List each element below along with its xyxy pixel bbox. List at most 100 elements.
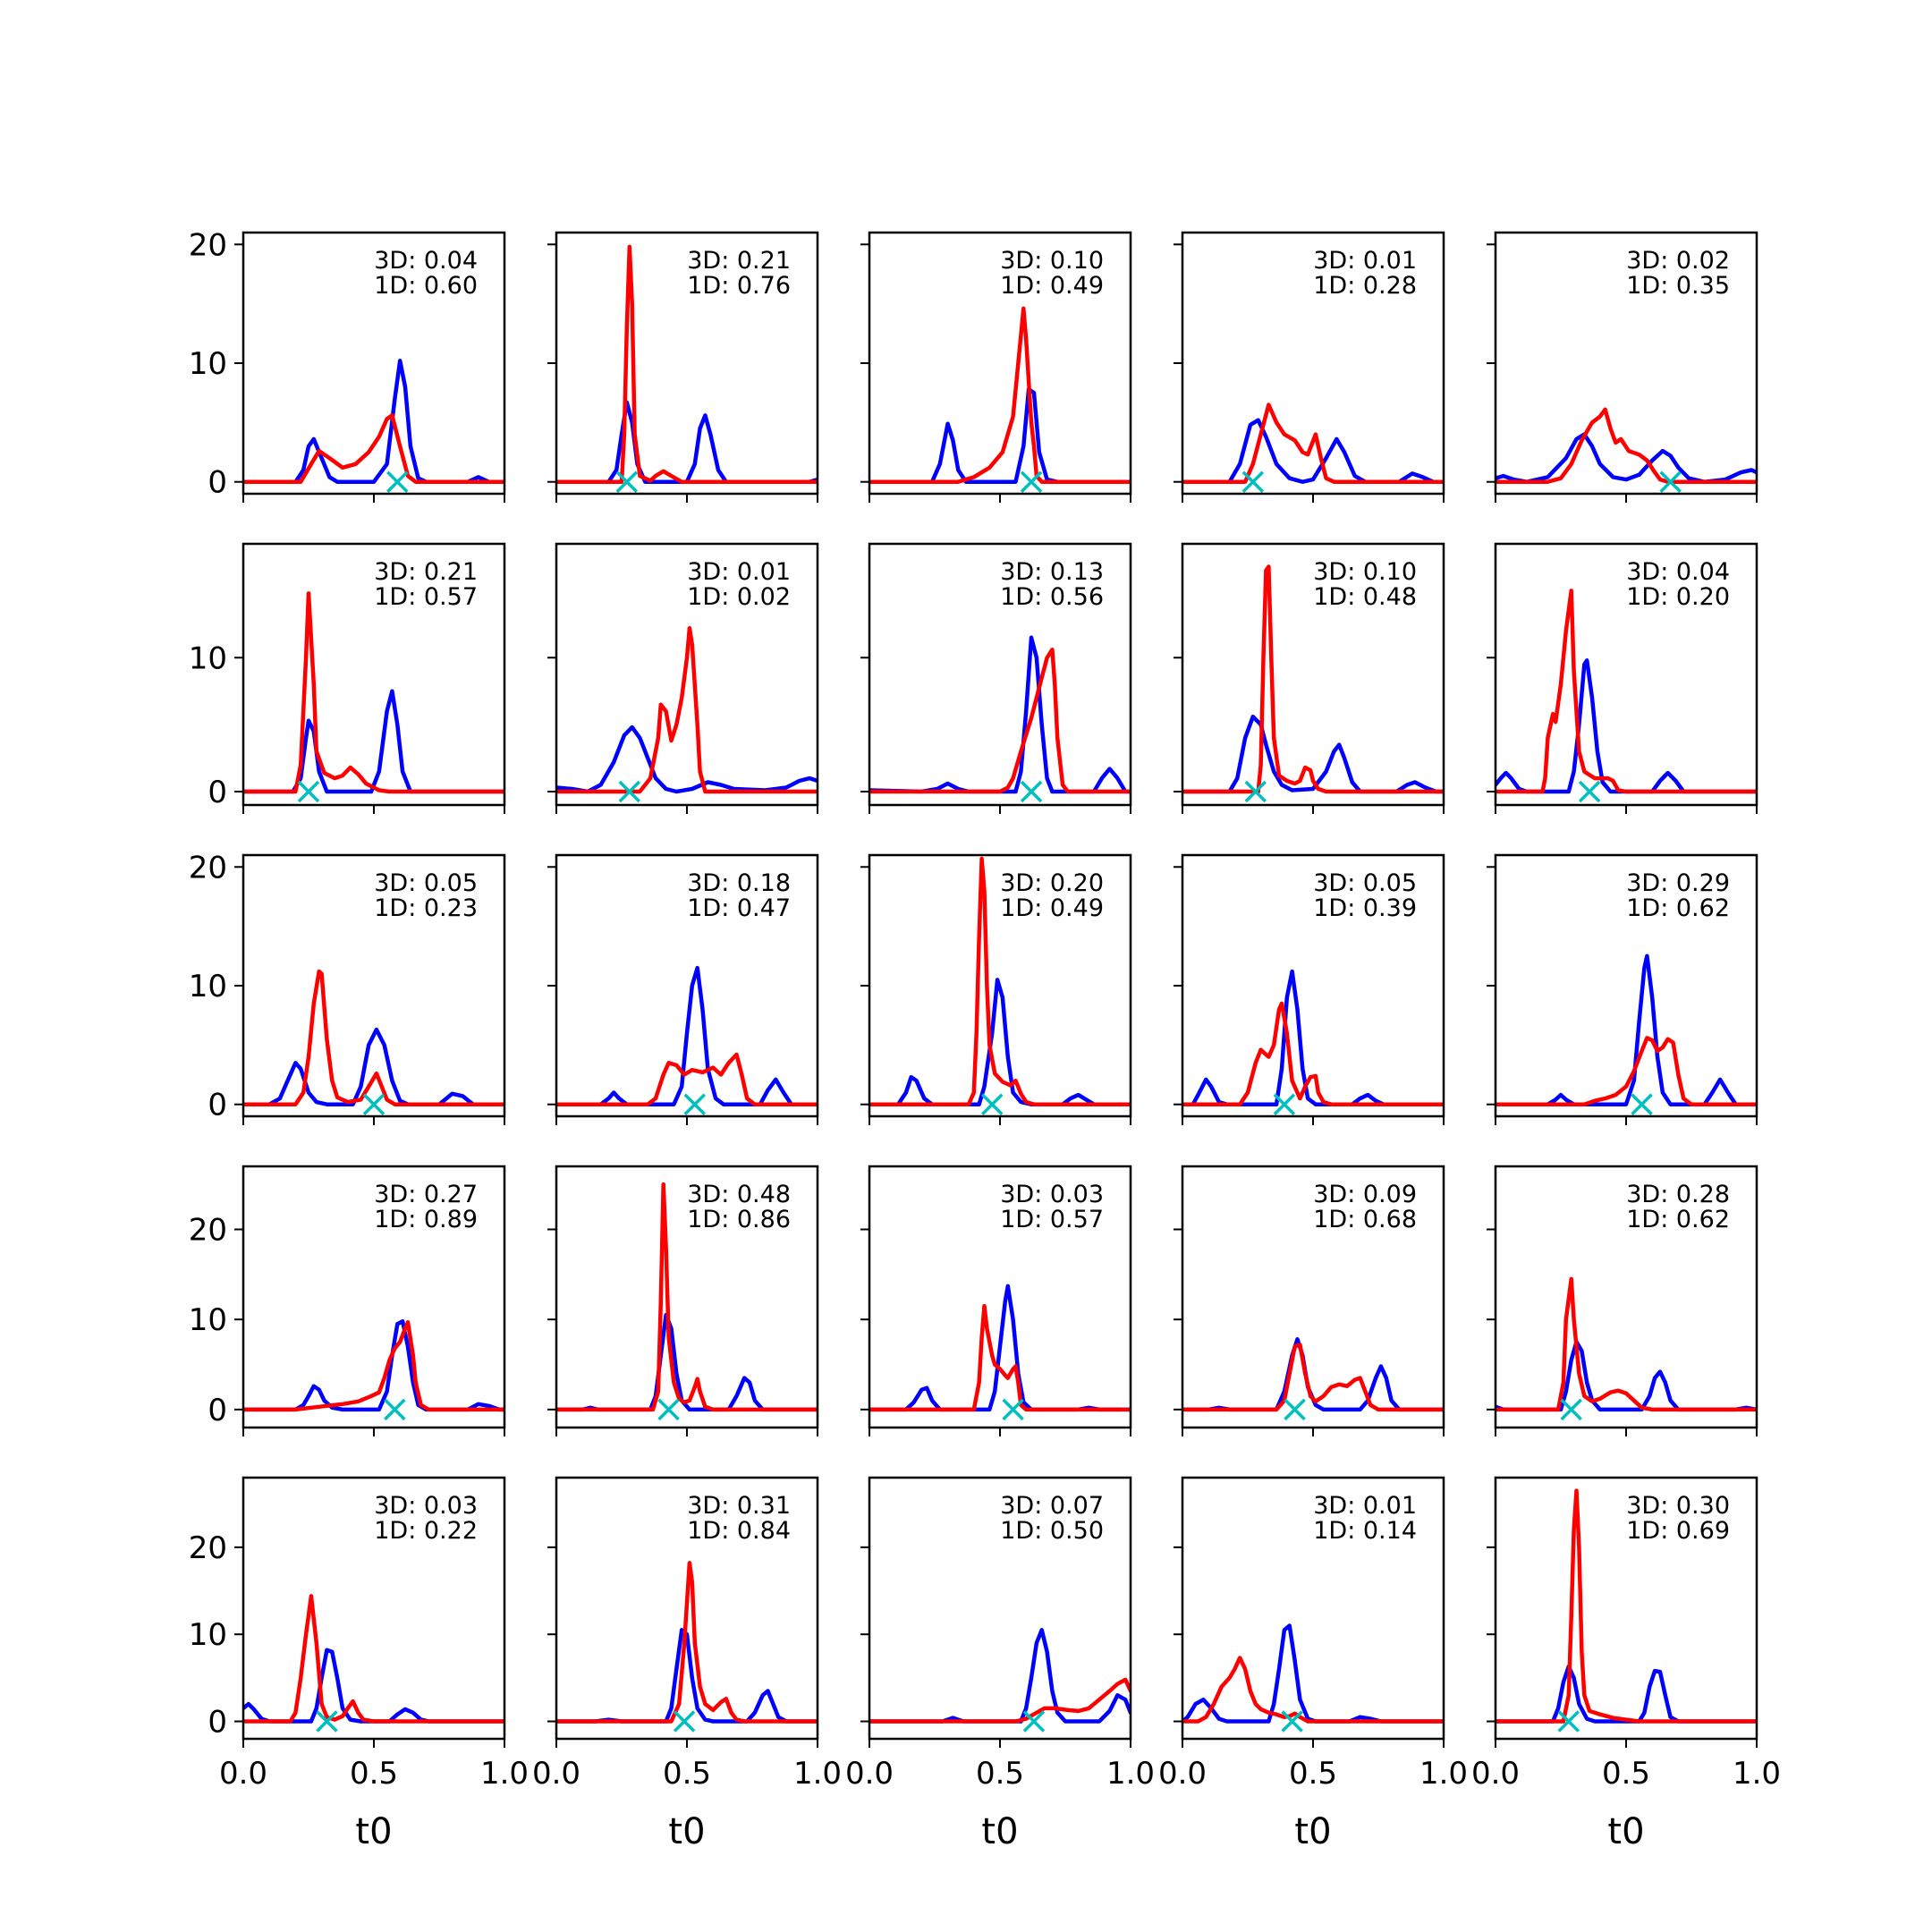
series-line-red bbox=[556, 626, 818, 794]
series-line-blue bbox=[1496, 1664, 1757, 1724]
x-tick-label: 0.0 bbox=[845, 1756, 894, 1792]
y-tick-label: 0 bbox=[208, 775, 227, 810]
annotation-3d: 3D: 0.01 bbox=[1313, 247, 1417, 275]
annotation-1d: 1D: 0.14 bbox=[1313, 1517, 1417, 1545]
annotation-3d: 3D: 0.30 bbox=[1626, 1492, 1730, 1520]
annotation-3d: 3D: 0.27 bbox=[374, 1181, 478, 1208]
series-line-blue bbox=[1496, 658, 1757, 794]
annotation-3d: 3D: 0.29 bbox=[1626, 869, 1730, 897]
annotation-1d: 1D: 0.57 bbox=[1000, 1206, 1104, 1233]
annotation-1d: 1D: 0.62 bbox=[1626, 894, 1730, 922]
x-tick-label: 1.0 bbox=[1733, 1756, 1781, 1792]
plot-area bbox=[243, 591, 504, 803]
plot-area bbox=[556, 965, 818, 1115]
series-line-red bbox=[243, 969, 504, 1106]
series-line-red bbox=[1496, 589, 1757, 794]
y-tick-label: 0 bbox=[208, 1705, 227, 1741]
series-line-blue bbox=[243, 689, 504, 794]
annotation-3d: 3D: 0.21 bbox=[374, 558, 478, 586]
x-axis-label: t0 bbox=[981, 1811, 1018, 1852]
series-line-blue bbox=[556, 724, 818, 794]
series-line-red bbox=[1496, 1036, 1757, 1106]
series-line-red bbox=[1182, 1001, 1444, 1106]
series-line-red bbox=[243, 591, 504, 794]
x-tick-label: 1.0 bbox=[1106, 1756, 1155, 1792]
series-line-red bbox=[869, 306, 1131, 484]
series-line-red bbox=[243, 413, 504, 484]
plot-area bbox=[556, 1561, 818, 1733]
marker-x bbox=[1002, 1398, 1024, 1421]
marker-x bbox=[1020, 470, 1043, 493]
series-line-red bbox=[556, 1052, 818, 1106]
plot-area bbox=[1182, 1623, 1444, 1733]
annotation-1d: 1D: 0.02 bbox=[687, 583, 791, 611]
series-line-red bbox=[243, 1319, 504, 1412]
x-axis-label: t0 bbox=[1294, 1811, 1331, 1852]
y-tick-label: 10 bbox=[189, 969, 227, 1004]
x-tick-label: 1.0 bbox=[793, 1756, 842, 1792]
plot-area bbox=[1496, 589, 1757, 803]
x-tick-label: 1.0 bbox=[480, 1756, 529, 1792]
annotation-3d: 3D: 0.18 bbox=[687, 869, 791, 897]
annotation-1d: 1D: 0.49 bbox=[1000, 272, 1104, 300]
plot-area bbox=[1182, 1337, 1444, 1421]
annotation-3d: 3D: 0.07 bbox=[1000, 1492, 1104, 1520]
annotation-3d: 3D: 0.48 bbox=[687, 1181, 791, 1208]
x-tick-label: 0.5 bbox=[1602, 1756, 1650, 1792]
annotation-3d: 3D: 0.03 bbox=[374, 1492, 478, 1520]
plot-area bbox=[869, 1284, 1131, 1421]
annotation-3d: 3D: 0.13 bbox=[1000, 558, 1104, 586]
marker-x bbox=[1631, 1093, 1653, 1115]
series-line-red bbox=[556, 244, 818, 484]
annotation-1d: 1D: 0.89 bbox=[374, 1206, 478, 1233]
series-line-blue bbox=[1182, 418, 1444, 484]
x-tick-label: 0.0 bbox=[219, 1756, 267, 1792]
y-tick-label: 20 bbox=[189, 1212, 227, 1248]
plot-area bbox=[869, 306, 1131, 493]
annotation-3d: 3D: 0.01 bbox=[1313, 1492, 1417, 1520]
x-axis-label: t0 bbox=[668, 1811, 705, 1852]
annotation-1d: 1D: 0.28 bbox=[1313, 272, 1417, 300]
series-line-red bbox=[243, 1594, 504, 1724]
marker-x bbox=[615, 470, 639, 493]
series-line-red bbox=[1182, 1656, 1444, 1724]
plot-area bbox=[1496, 953, 1757, 1115]
plot-area bbox=[556, 244, 818, 493]
series-line-red bbox=[1182, 402, 1444, 484]
plot-area bbox=[556, 626, 818, 803]
series-line-red bbox=[1182, 564, 1444, 794]
x-tick-label: 0.5 bbox=[976, 1756, 1024, 1792]
annotation-3d: 3D: 0.10 bbox=[1000, 247, 1104, 275]
plot-area bbox=[869, 856, 1131, 1115]
annotation-1d: 1D: 0.68 bbox=[1313, 1206, 1417, 1233]
series-line-red bbox=[1496, 1276, 1757, 1412]
annotation-3d: 3D: 0.09 bbox=[1313, 1181, 1417, 1208]
series-line-blue bbox=[869, 978, 1131, 1106]
x-axis-label: t0 bbox=[1607, 1811, 1644, 1852]
annotation-1d: 1D: 0.69 bbox=[1626, 1517, 1730, 1545]
x-tick-label: 0.0 bbox=[1158, 1756, 1207, 1792]
plot-area bbox=[1182, 402, 1444, 493]
plot-area bbox=[1496, 407, 1757, 493]
plot-area bbox=[243, 1318, 504, 1421]
plot-area bbox=[1496, 1488, 1757, 1733]
annotation-3d: 3D: 0.01 bbox=[687, 558, 791, 586]
